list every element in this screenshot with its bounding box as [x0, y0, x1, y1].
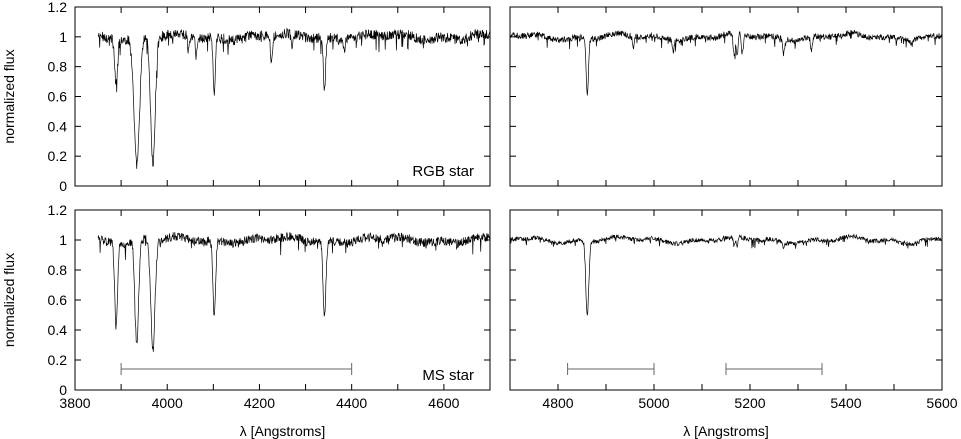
spectrum-line [509, 29, 943, 96]
y-tick-label: 0 [59, 178, 67, 194]
y-tick-label: 0.2 [48, 148, 68, 164]
y-tick-label: 0.4 [48, 322, 68, 338]
spectrum-line [97, 231, 491, 352]
y-tick-label: 1 [59, 29, 67, 45]
x-tick-label: 3800 [59, 395, 90, 411]
y-tick-label: 1.2 [48, 202, 68, 218]
x-tick-label: 5000 [638, 395, 669, 411]
x-tick-label: 5200 [734, 395, 765, 411]
spectrum-line [509, 233, 943, 316]
y-tick-label: 1.2 [48, 0, 68, 15]
x-tick-label: 5400 [830, 395, 861, 411]
y-tick-label: 0.2 [48, 352, 68, 368]
y-tick-label: 1 [59, 232, 67, 248]
x-axis-title: λ [Angstroms] [240, 423, 326, 439]
y-tick-label: 0.8 [48, 262, 68, 278]
y-axis-title: normalized flux [1, 49, 17, 143]
y-tick-label: 0.6 [48, 89, 68, 105]
star-label: RGB star [412, 163, 474, 180]
x-tick-label: 4200 [244, 395, 275, 411]
y-tick-label: 0 [59, 382, 67, 398]
x-tick-label: 4000 [152, 395, 183, 411]
y-tick-label: 0.6 [48, 292, 68, 308]
x-tick-label: 5600 [926, 395, 957, 411]
star-label: MS star [422, 367, 474, 384]
spectrum-line [97, 27, 491, 169]
x-tick-label: 4400 [336, 395, 367, 411]
y-tick-label: 0.8 [48, 59, 68, 75]
x-tick-label: 4800 [542, 395, 573, 411]
y-tick-label: 0.4 [48, 118, 68, 134]
x-tick-label: 4600 [428, 395, 459, 411]
y-axis-title: normalized flux [1, 253, 17, 347]
x-axis-title: λ [Angstroms] [683, 423, 769, 439]
